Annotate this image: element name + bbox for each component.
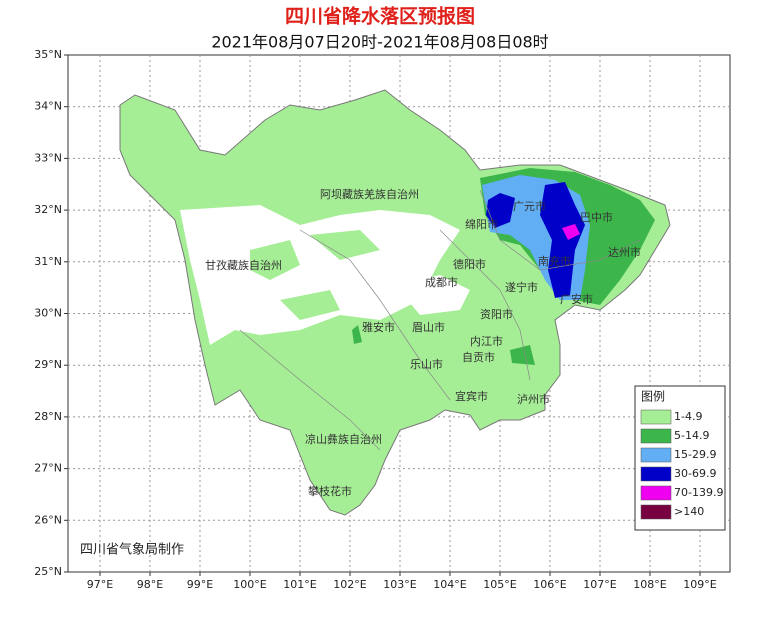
lat-tick-label: 25°N [34, 565, 62, 578]
place-label: 达州市 [608, 245, 641, 259]
legend-swatch [640, 466, 672, 482]
title: 四川省降水落区预报图 [285, 5, 475, 28]
boundary [439, 229, 531, 381]
rain-areas [352, 168, 655, 365]
legend-title: 图例 [641, 390, 665, 404]
lon-tick-label: 103°E [383, 578, 416, 591]
place-label: 自贡市 [462, 350, 495, 364]
lon-tick-label: 105°E [483, 578, 516, 591]
lon-tick-label: 109°E [683, 578, 716, 591]
place-label: 攀枝花市 [308, 484, 352, 498]
place-label: 内江市 [470, 334, 503, 348]
rain-patch [310, 230, 380, 260]
rain-area [352, 325, 362, 344]
legend-swatch [640, 485, 672, 501]
lon-tick-label: 102°E [333, 578, 366, 591]
place-label: 德阳市 [453, 257, 486, 271]
lat-tick-label: 26°N [34, 513, 62, 526]
boundary [479, 189, 641, 271]
lon-tick-label: 107°E [583, 578, 616, 591]
place-label: 乐山市 [410, 357, 443, 371]
boundary [239, 329, 381, 451]
light-rain-patches [250, 230, 380, 320]
legend-swatch [640, 409, 672, 425]
dry-area [180, 205, 460, 345]
lat-tick-label: 32°N [34, 203, 62, 216]
place-label: 资阳市 [480, 307, 513, 321]
place-label: 眉山市 [412, 320, 445, 334]
place-label: 阿坝藏族羌族自治州 [320, 187, 419, 201]
rain-area [510, 345, 535, 365]
lat-tick-label: 27°N [34, 462, 62, 475]
credit: 四川省气象局制作 [80, 542, 184, 558]
lon-tick-label: 97°E [87, 578, 113, 591]
boundaries [239, 189, 641, 451]
lat-tick-label: 34°N [34, 100, 62, 113]
place-labels: 阿坝藏族羌族自治州 甘孜藏族自治州 广元市 绵阳市 巴中市 达州市 南充市 德阳… [205, 187, 641, 498]
place-label: 泸州市 [517, 392, 550, 406]
rain-area [562, 224, 580, 240]
legend: 1-4.9 5-14.9 15-29.9 30-69.9 70-139.9 >140 [640, 409, 723, 520]
place-label: 绵阳市 [465, 217, 498, 231]
lat-tick-label: 33°N [34, 151, 62, 164]
lon-tick-label: 108°E [633, 578, 666, 591]
legend-swatch [640, 504, 672, 520]
place-label: 雅安市 [362, 320, 395, 334]
legend-label: >140 [674, 505, 704, 518]
subtitle: 2021年08月07日20时-2021年08月08日08时 [211, 33, 548, 52]
place-label: 广元市 [513, 199, 546, 213]
place-label: 巴中市 [580, 210, 613, 224]
legend-label: 70-139.9 [674, 486, 723, 499]
lat-tick-label: 30°N [34, 307, 62, 320]
place-label: 广安市 [560, 292, 593, 306]
lon-tick-label: 100°E [233, 578, 266, 591]
boundary [299, 229, 451, 401]
place-label: 南充市 [538, 254, 571, 268]
legend-swatch [640, 428, 672, 444]
lat-tick-label: 29°N [34, 358, 62, 371]
place-label: 甘孜藏族自治州 [205, 258, 282, 272]
dry-areas [180, 205, 470, 345]
rain-patch [280, 290, 340, 320]
lon-tick-label: 106°E [533, 578, 566, 591]
rain-area [540, 182, 585, 298]
legend-label: 5-14.9 [674, 429, 709, 442]
lon-tick-label: 98°E [137, 578, 163, 591]
legend-label: 15-29.9 [674, 448, 716, 461]
place-label: 成都市 [425, 275, 458, 289]
lon-tick-label: 104°E [433, 578, 466, 591]
dry-area [395, 275, 470, 315]
place-label: 宜宾市 [455, 389, 488, 403]
legend-label: 30-69.9 [674, 467, 716, 480]
place-label: 凉山彝族自治州 [305, 432, 382, 446]
lon-tick-label: 101°E [283, 578, 316, 591]
lat-tick-label: 31°N [34, 255, 62, 268]
legend-swatch [640, 447, 672, 463]
rain-area [486, 193, 515, 228]
place-label: 遂宁市 [505, 280, 538, 294]
lon-tick-label: 99°E [187, 578, 213, 591]
rain-patch [250, 240, 300, 280]
lat-tick-label: 35°N [34, 48, 62, 61]
legend-label: 1-4.9 [674, 410, 702, 423]
lat-tick-label: 28°N [34, 410, 62, 423]
